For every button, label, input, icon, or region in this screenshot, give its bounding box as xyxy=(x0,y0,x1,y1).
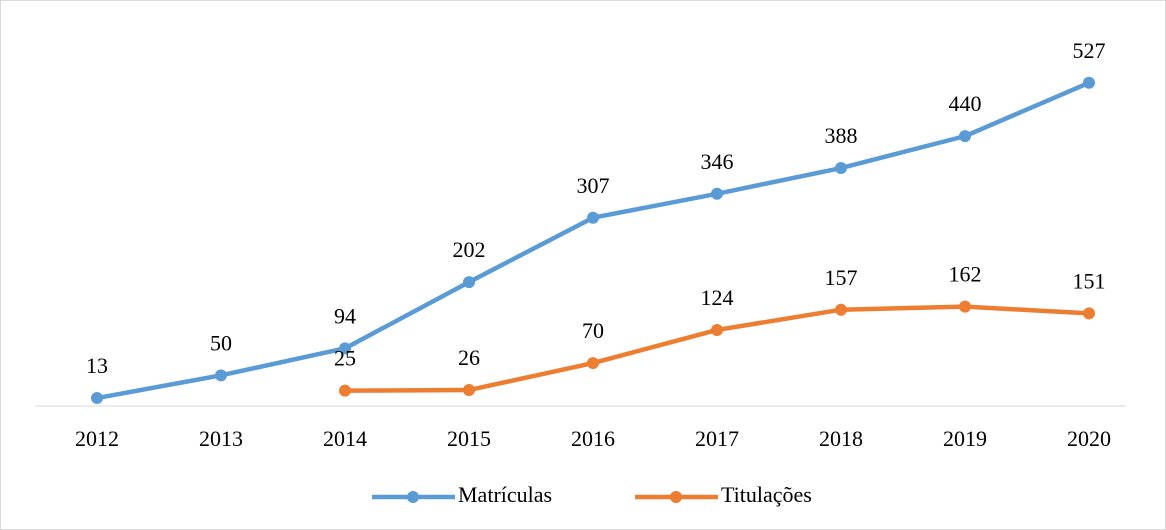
x-tick-label: 2012 xyxy=(75,426,119,451)
data-point xyxy=(835,162,847,175)
data-label: 307 xyxy=(577,173,610,198)
data-point xyxy=(587,357,599,370)
data-label: 94 xyxy=(334,303,356,328)
data-point xyxy=(1083,307,1095,320)
data-point xyxy=(835,303,847,316)
data-point xyxy=(711,323,723,336)
data-label: 202 xyxy=(453,237,486,262)
data-label: 440 xyxy=(949,91,982,116)
data-point xyxy=(711,187,723,200)
data-point xyxy=(463,384,475,397)
data-point xyxy=(215,369,227,382)
data-point xyxy=(959,300,971,313)
x-tick-label: 2016 xyxy=(571,426,615,451)
data-point xyxy=(1083,76,1095,89)
x-tick-label: 2013 xyxy=(199,426,243,451)
x-tick-label: 2020 xyxy=(1067,426,1111,451)
data-label: 162 xyxy=(949,262,982,287)
data-point xyxy=(959,130,971,143)
legend-label: Titulações xyxy=(721,482,812,507)
x-tick-label: 2014 xyxy=(323,426,367,451)
data-label: 26 xyxy=(458,345,480,370)
data-label: 13 xyxy=(86,353,108,378)
data-label: 124 xyxy=(701,285,734,310)
x-tick-label: 2019 xyxy=(943,426,987,451)
x-tick-label: 2015 xyxy=(447,426,491,451)
data-label: 70 xyxy=(582,318,604,343)
x-tick-label: 2018 xyxy=(819,426,863,451)
legend-marker xyxy=(670,491,682,503)
data-label: 388 xyxy=(825,123,858,148)
legend-label: Matrículas xyxy=(458,482,552,507)
data-point xyxy=(463,276,475,289)
data-label: 25 xyxy=(334,346,356,371)
x-tick-label: 2017 xyxy=(695,426,739,451)
data-label: 50 xyxy=(210,330,232,355)
data-point xyxy=(587,211,599,224)
data-label: 151 xyxy=(1073,268,1106,293)
data-point xyxy=(91,392,103,405)
data-point xyxy=(339,342,351,355)
data-label: 527 xyxy=(1073,38,1106,63)
data-point xyxy=(339,384,351,397)
data-label: 157 xyxy=(825,265,858,290)
legend-marker xyxy=(407,491,419,503)
data-label: 346 xyxy=(701,149,734,174)
